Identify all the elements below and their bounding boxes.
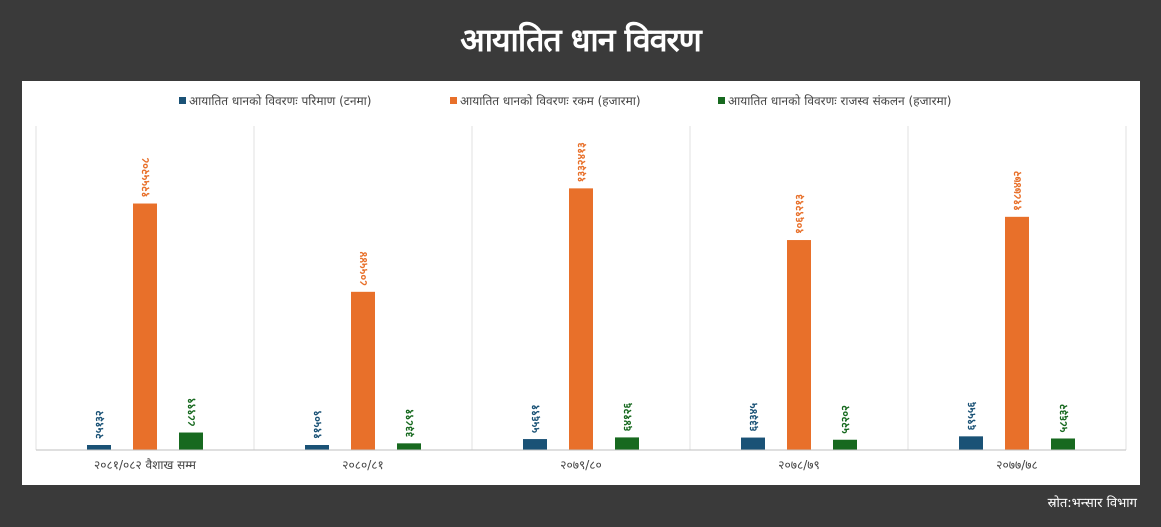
bar-series2-5 [1005,216,1029,450]
legend-label-1: आयातित धानको विवरणः परिमाण (टनमा) [189,94,371,108]
data-label-series2-5: ११८७४७२ [1011,171,1024,211]
data-label-series1-4: ६३३४५ [747,403,760,432]
data-label-series2-2: ८०५५४४ [357,251,370,286]
x-tick-label: २०७७/७८ [996,458,1037,472]
x-tick-label: २०७९/८० [560,458,601,472]
data-label-series3-3: ६४१२६ [621,403,634,432]
data-label-series3-1: ८८९९९ [185,398,198,427]
legend-swatch-2 [450,97,457,104]
source-note: स्रोत:भन्सार विभाग [1047,496,1137,511]
x-tick-label: २०८०/८१ [342,458,383,472]
bar-series2-4 [787,240,811,450]
x-tick-label: २०७८/७९ [778,458,819,472]
bar-series2-3 [569,188,593,450]
bar-series3-3 [615,437,639,450]
legend-swatch-3 [718,97,725,104]
bar-series2-2 [351,291,375,450]
bar-chart: आयातित धानको विवरणः परिमाण (टनमा) आयातित … [35,94,1127,472]
bar-series1-5 [959,436,983,450]
legend-label-2: आयातित धानको विवरणः रकम (हजारमा) [460,94,641,108]
data-label-series1-1: २५१३२ [93,410,106,439]
legend-label-3: आयातित धानको विवरणः राजस्व संकलन (हजारमा… [728,94,951,108]
data-label-series2-4: १०६९२१३ [793,194,806,234]
data-label-series2-1: १२५५२०८ [139,157,152,197]
chart-legend: आयातित धानको विवरणः परिमाण (टनमा) आयातित … [179,94,951,108]
category-separators [35,126,1127,450]
bar-series2-1 [133,203,157,450]
data-label-series3-4: ५२२०२ [839,405,852,434]
x-axis: २०८१/०८२ वैशाख सम्म २०८०/८१ २०७९/८० २०७८/७९… [36,449,1126,472]
data-labels: २५१३२ १२५५२०८ ८८९९९ ११५०९ ८०५५४४ ३३८९१ ५५६९१ १३… [93,142,1070,439]
data-label-series1-5: ६९५५६ [965,401,978,430]
bar-series1-4 [741,437,765,450]
data-label-series1-2: ११५०९ [311,410,324,439]
chart-panel: आयातित धानको विवरणः परिमाण (टनमा) आयातित … [22,81,1140,485]
bar-series1-2 [305,445,329,450]
bar-series1-3 [523,439,547,450]
data-label-series3-2: ३३८९१ [403,409,416,438]
bar-series3-2 [397,443,421,450]
bar-series3-1 [179,432,203,450]
bar-series3-4 [833,439,857,450]
legend-swatch-1 [179,97,186,104]
bar-series3-5 [1051,438,1075,450]
x-tick-label: २०८१/०८२ वैशाख सम्म [94,458,197,472]
bar-series1-1 [87,445,111,450]
data-label-series1-3: ५५६९१ [529,404,542,433]
page-title: आयातित धान विवरण [460,21,701,59]
chart-bars [87,188,1075,450]
data-label-series2-3: १३३२४१३ [575,142,588,182]
data-label-series3-5: ५८६३२ [1057,404,1070,433]
